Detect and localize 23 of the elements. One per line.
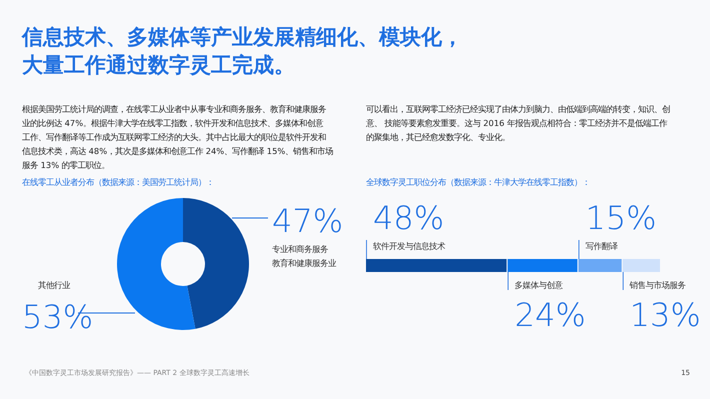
bar	[508, 259, 578, 272]
donut-slice	[117, 198, 196, 330]
series-label: 软件开发与信息技术	[373, 241, 445, 251]
bar	[366, 259, 507, 272]
data-label: 53%	[22, 298, 94, 336]
text: 可以看出，互联网零工经济已经实现了由体力到脑力、由低端到高端的转变，知识、创意、 技能等要素愈发重要。这与 2016 年报告观点相符合：零工经济并不是低端工作的聚集地，其已经愈发数字化、专业化。	[365, 104, 670, 142]
data-label: 15%	[585, 199, 657, 237]
slice-label: 其他行业	[38, 280, 70, 290]
data-label: 24%	[514, 296, 586, 334]
series-label: 写作翻译	[585, 241, 618, 251]
text: 信息技术、多媒体等产业发展精细化、模块化，大量工作通过数字灵工完成。	[21, 25, 463, 77]
data-label: 13%	[630, 296, 701, 334]
series-label: 销售与市场服务	[628, 280, 686, 290]
bar	[578, 259, 622, 272]
chart-title: 在线零工从业者分布（数据来源：美国劳工统计局）：	[22, 177, 214, 187]
donut-slice	[183, 198, 249, 329]
bar	[622, 259, 660, 272]
data-label: 47%	[272, 202, 344, 240]
slice-label: 专业和商务服务教育和健康服务业	[272, 244, 336, 268]
series-label: 多媒体与创意	[514, 280, 563, 290]
chart-title: 全球数字灵工职位分布（数据来源：牛津大学在线零工指数）：	[366, 177, 590, 187]
data-label: 48%	[373, 199, 444, 237]
text: 根据美国劳工统计局的调查，在线零工从业者中从事专业和商务服务、教育和健康服务业的比例达 47%。根据牛津大学在线零工指数，软件开发和信息技术、多媒体和创意工作、写作翻译等工作成为互联网零工经济的大头。其中占比最大的职位是软件开发和信息技术类，高达 48%，其次是多媒体和创意工作 24%、写作翻译 15%、销售和市场服务 13% 的零工职位。	[22, 104, 334, 170]
